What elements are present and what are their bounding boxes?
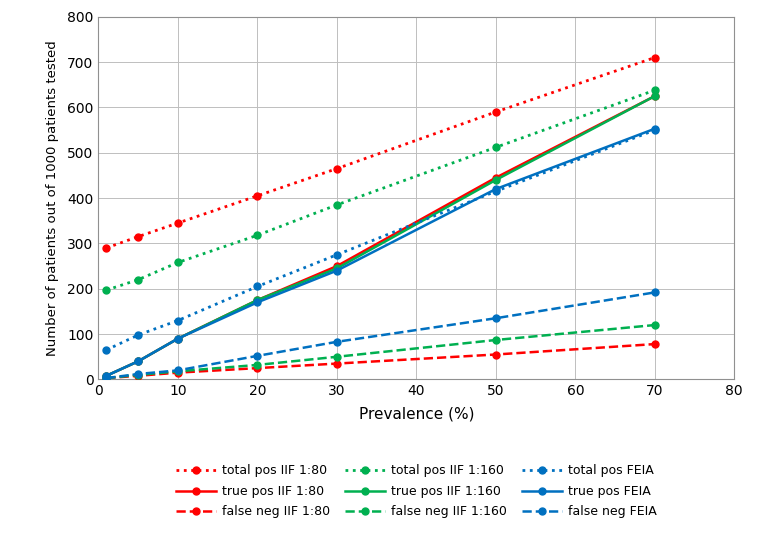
X-axis label: Prevalence (%): Prevalence (%): [359, 407, 474, 422]
Legend: total pos IIF 1:80, true pos IIF 1:80, false neg IIF 1:80, total pos IIF 1:160, : total pos IIF 1:80, true pos IIF 1:80, f…: [170, 458, 663, 525]
Y-axis label: Number of patients out of 1000 patients tested: Number of patients out of 1000 patients …: [46, 40, 59, 356]
